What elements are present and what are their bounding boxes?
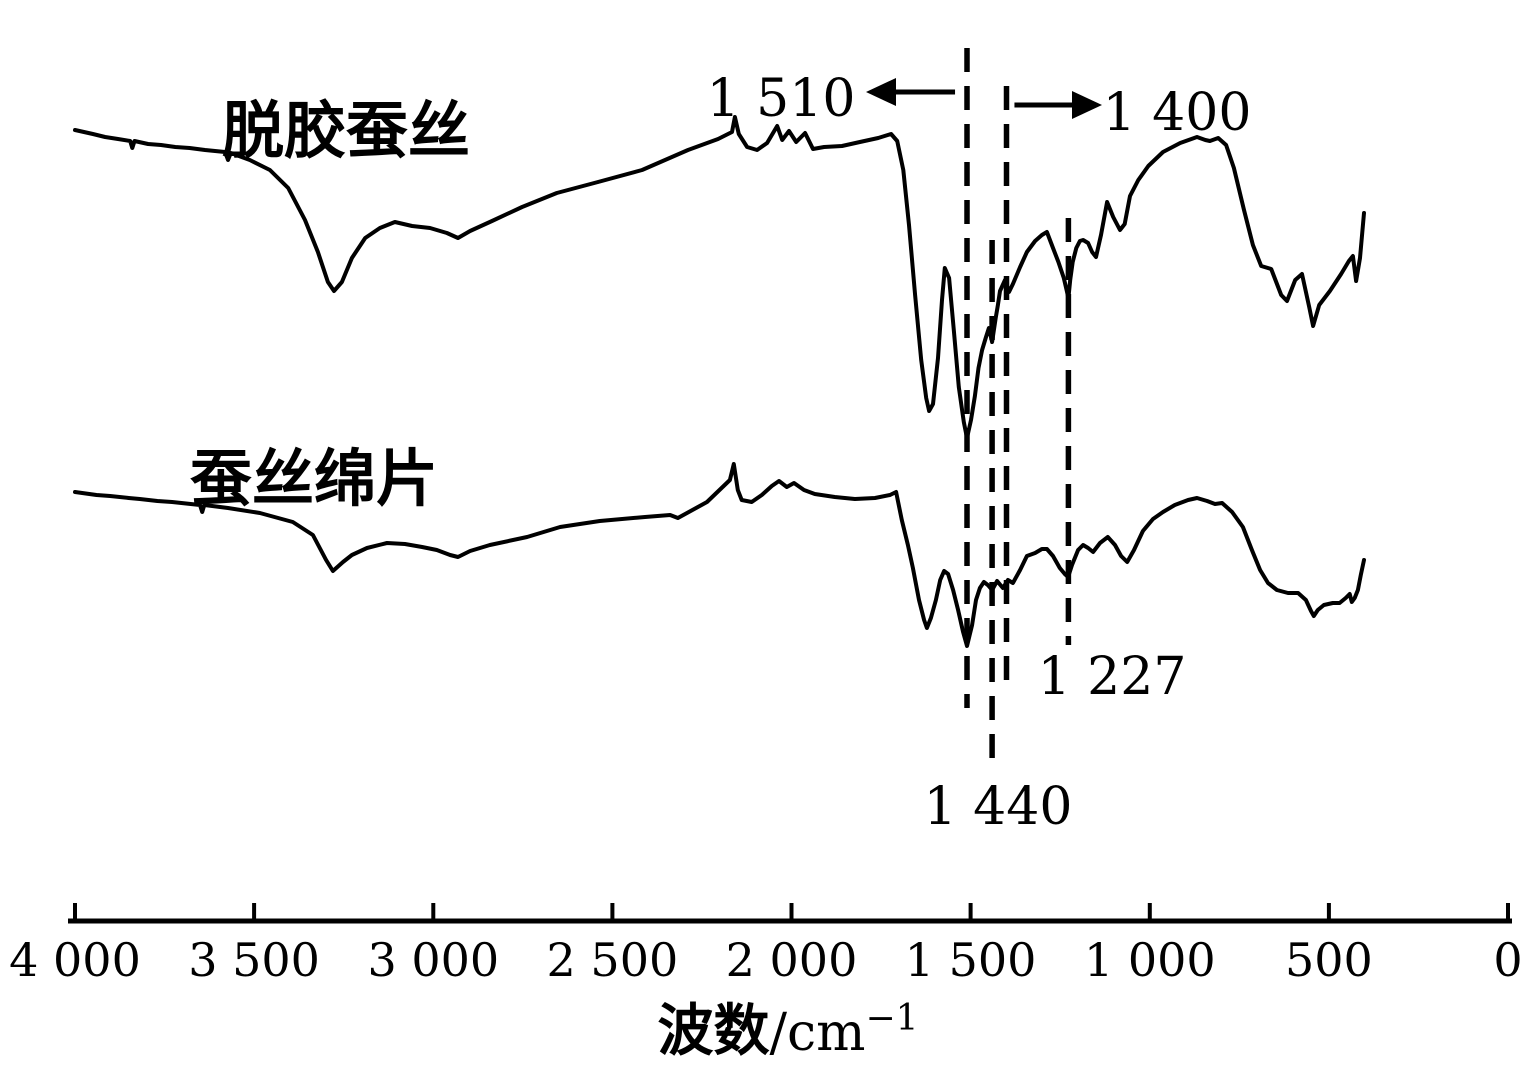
x-tick-label: 2 000: [726, 933, 858, 987]
x-tick-label: 0: [1493, 933, 1522, 987]
spectrum-curve-silk-floss-sheet: [73, 462, 1366, 648]
ref-label-1510: 1 510: [707, 69, 856, 129]
series-label-degummed-silk: 脱胶蚕丝: [222, 94, 470, 167]
x-tick-label: 2 500: [547, 933, 679, 987]
ref-label-1440: 1 440: [924, 777, 1073, 837]
series-label-silk-floss-sheet: 蚕丝绵片: [190, 442, 438, 515]
curves-group: [73, 115, 1366, 648]
x-axis-title: 波数/cm−1: [657, 998, 918, 1064]
x-tick-label: 500: [1285, 933, 1373, 987]
spectrum-curve-degummed-silk: [73, 115, 1366, 440]
x-tick-label: 1 000: [1084, 933, 1216, 987]
x-axis-title-unit: /cm: [769, 1003, 865, 1063]
x-axis-title-superscript: −1: [865, 998, 918, 1039]
x-tick-label: 3 000: [367, 933, 499, 987]
x-axis-title-cn: 波数: [657, 998, 769, 1064]
arrows-group: [866, 78, 1102, 119]
reference-lines-group: [964, 48, 1072, 772]
ref-label-1400: 1 400: [1103, 83, 1252, 143]
arrowhead-right-icon: [1072, 91, 1102, 119]
x-axis: 4 000 3 500 3 000 2 500 2 000 1 500 1 000 500 0: [9, 903, 1523, 987]
x-tick-label: 4 000: [9, 933, 141, 987]
arrowhead-left-icon: [866, 78, 896, 106]
ref-label-1227: 1 227: [1038, 647, 1187, 707]
x-tick-label: 3 500: [188, 933, 320, 987]
x-tick-label: 1 500: [905, 933, 1037, 987]
